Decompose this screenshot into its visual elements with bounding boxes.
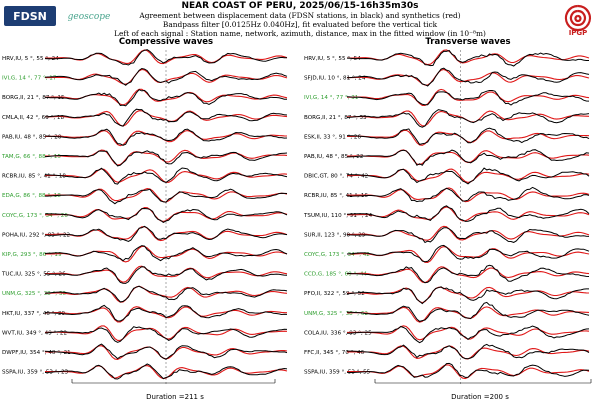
data-trace [346,244,590,263]
subtitle-line-2: Bandpass filter [0.0125Hz 0.040Hz], fit … [162,20,438,29]
data-trace [44,49,287,66]
data-trace [44,285,288,303]
data-trace [45,207,288,223]
data-trace [346,49,589,67]
station-label: ESK,II, 33 °, 91 °, 26 [304,134,361,140]
synthetic-trace [347,286,590,304]
station-label: EDA,G, 86 °, 88 °, 18 [2,193,61,199]
data-trace [44,225,288,242]
synthetic-trace [347,49,590,66]
station-label: IVI,G, 14 °, 77 °, 31 [304,95,359,101]
station-label: COYC,G, 173 °, 34 °, 26 [2,213,68,219]
station-label: PFO,II, 322 °, 59 °, 52 [304,291,365,297]
data-trace [44,266,288,284]
station-label: BORG,II, 21 °, 87 °, 15 [2,95,65,101]
station-label: RCBR,IU, 85 °, 41 °, 16 [304,193,368,199]
ipgp-logo-text: IPGP [568,29,588,37]
station-label: KIP,G, 293 °, 86 °, 19 [2,252,62,258]
panel-title: Transverse waves [425,37,510,47]
station-label: SSPA,IU, 359 °, 53 °, 23 [2,370,69,376]
station-label: COYC,G, 173 °, 34 °, 42 [304,252,370,258]
data-trace [346,109,590,128]
data-trace [44,150,288,167]
station-label: HRV,IU, 5 °, 55 °, 24 [2,56,59,62]
panel-title: Compressive waves [119,37,213,47]
station-label: WVT,IU, 349 °, 49 °, 22 [2,330,67,336]
data-trace [346,127,590,145]
station-label: CCD,G, 185 °, 60 °, 44 [304,272,367,278]
data-trace [44,108,288,127]
station-label: COLA,IU, 336 °, 93 °, 25 [304,330,372,336]
data-trace [44,245,288,262]
station-label: DWPF,IU, 354 °, 40 °, 21 [2,350,71,356]
station-label: PAB,IU, 48 °, 85 °, 22 [304,154,363,160]
data-trace [45,188,288,205]
station-label: TUC,IU, 325 °, 55 °, 26 [1,272,66,278]
data-trace [346,227,590,244]
ipgp-logo-icon [564,4,592,32]
data-trace [346,325,590,344]
data-trace [44,67,288,86]
station-label: UNM,G, 325 °, 38 °, 62 [304,311,368,317]
station-label: BORG,II, 21 °, 87 °, 33 [304,115,367,121]
station-label: HRV,IU, 5 °, 55 °, 54 [304,56,361,62]
data-trace [346,90,590,106]
synthetic-trace [347,168,590,183]
synthetic-trace [347,88,590,107]
data-trace [346,301,590,322]
subtitle-line-1: Agreement between displacement data (FDS… [139,11,461,20]
data-trace [44,128,288,146]
page-title: NEAR COAST OF PERU, 2025/06/15-16h35m30s [181,1,419,11]
station-label: SFJD,IU, 10 °, 81 °, 24 [304,76,366,82]
data-trace [346,362,590,378]
data-trace [44,343,288,360]
synthetic-trace [347,206,590,222]
data-trace [44,89,287,107]
station-label: SUR,II, 123 °, 90 °, 29 [304,232,366,238]
data-trace [44,326,288,343]
data-trace [347,149,590,166]
data-trace [347,343,590,360]
station-label: PAB,IU, 48 °, 85 °, 20 [2,134,62,140]
synthetic-trace [347,110,590,127]
station-label: FFC,II, 345 °, 70 °, 46 [304,350,365,356]
station-label: IVI,G, 14 °, 77 °, 17 [2,76,57,82]
data-trace [346,186,590,203]
station-label: CMLA,II, 42 °, 69 °, 18 [2,115,64,121]
synthetic-trace [347,364,590,380]
data-trace [346,205,590,222]
station-label: POHA,IU, 292 °, 83 °, 22 [2,232,70,238]
data-trace [346,264,590,284]
data-trace [347,167,590,185]
synthetic-trace [347,129,590,146]
data-trace [44,304,288,322]
station-label: SSPA,IU, 359 °, 53 °, 55 [304,370,371,376]
synthetic-trace [347,345,590,360]
duration-label: Duration =211 s [146,393,204,401]
subtitle-line-3: Left of each signal : Station name, netw… [114,29,486,38]
station-label: TAM,G, 66 °, 88 °, 15 [1,154,61,160]
geoscope-logo: geoscope [67,12,111,22]
station-label: HKT,IU, 337 °, 46 °, 29 [2,311,66,317]
data-trace [44,363,288,380]
duration-label: Duration =200 s [451,393,509,401]
synthetic-trace [347,68,590,86]
data-trace [44,167,288,185]
data-trace [346,67,590,87]
station-label: RCBR,IU, 85 °, 41 °, 18 [2,174,66,180]
station-label: DBIC,GT, 80 °, 74 °, 42 [304,174,368,180]
synthetic-trace [347,187,590,203]
station-label: TSUM,IU, 110 °, 91 °, 24 [303,213,373,219]
data-trace [346,286,589,305]
fdsn-logo: FDSN [4,6,56,26]
station-label: UNM,G, 325 °, 38 °, 36 [2,291,66,297]
